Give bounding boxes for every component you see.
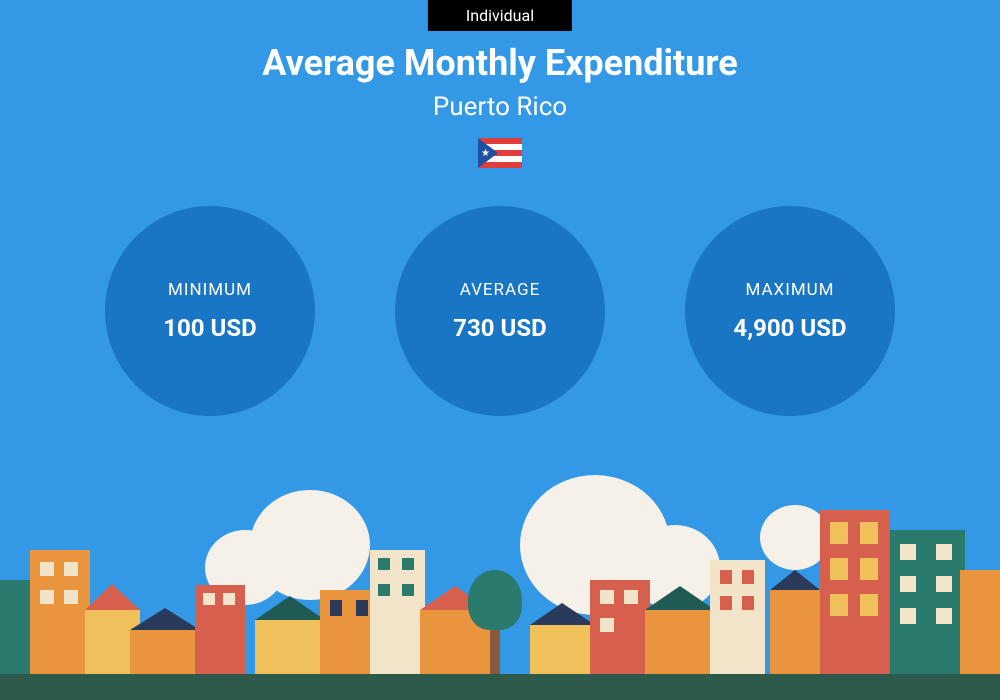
stat-value: 100 USD <box>163 314 256 342</box>
stat-circle-average: AVERAGE 730 USD <box>395 206 605 416</box>
stat-circle-maximum: MAXIMUM 4,900 USD <box>685 206 895 416</box>
page-title: Average Monthly Expenditure <box>0 42 1000 84</box>
stats-row: MINIMUM 100 USD AVERAGE 730 USD MAXIMUM … <box>0 206 1000 416</box>
page-subtitle: Puerto Rico <box>0 92 1000 122</box>
stat-circle-minimum: MINIMUM 100 USD <box>105 206 315 416</box>
cityscape-illustration <box>0 480 1000 700</box>
stat-label: MINIMUM <box>168 280 252 300</box>
flag-icon: ★ <box>478 138 522 168</box>
stat-value: 4,900 USD <box>733 314 846 342</box>
category-tab: Individual <box>428 0 572 31</box>
stat-label: MAXIMUM <box>745 280 834 300</box>
stat-value: 730 USD <box>453 314 546 342</box>
stat-label: AVERAGE <box>460 280 541 300</box>
